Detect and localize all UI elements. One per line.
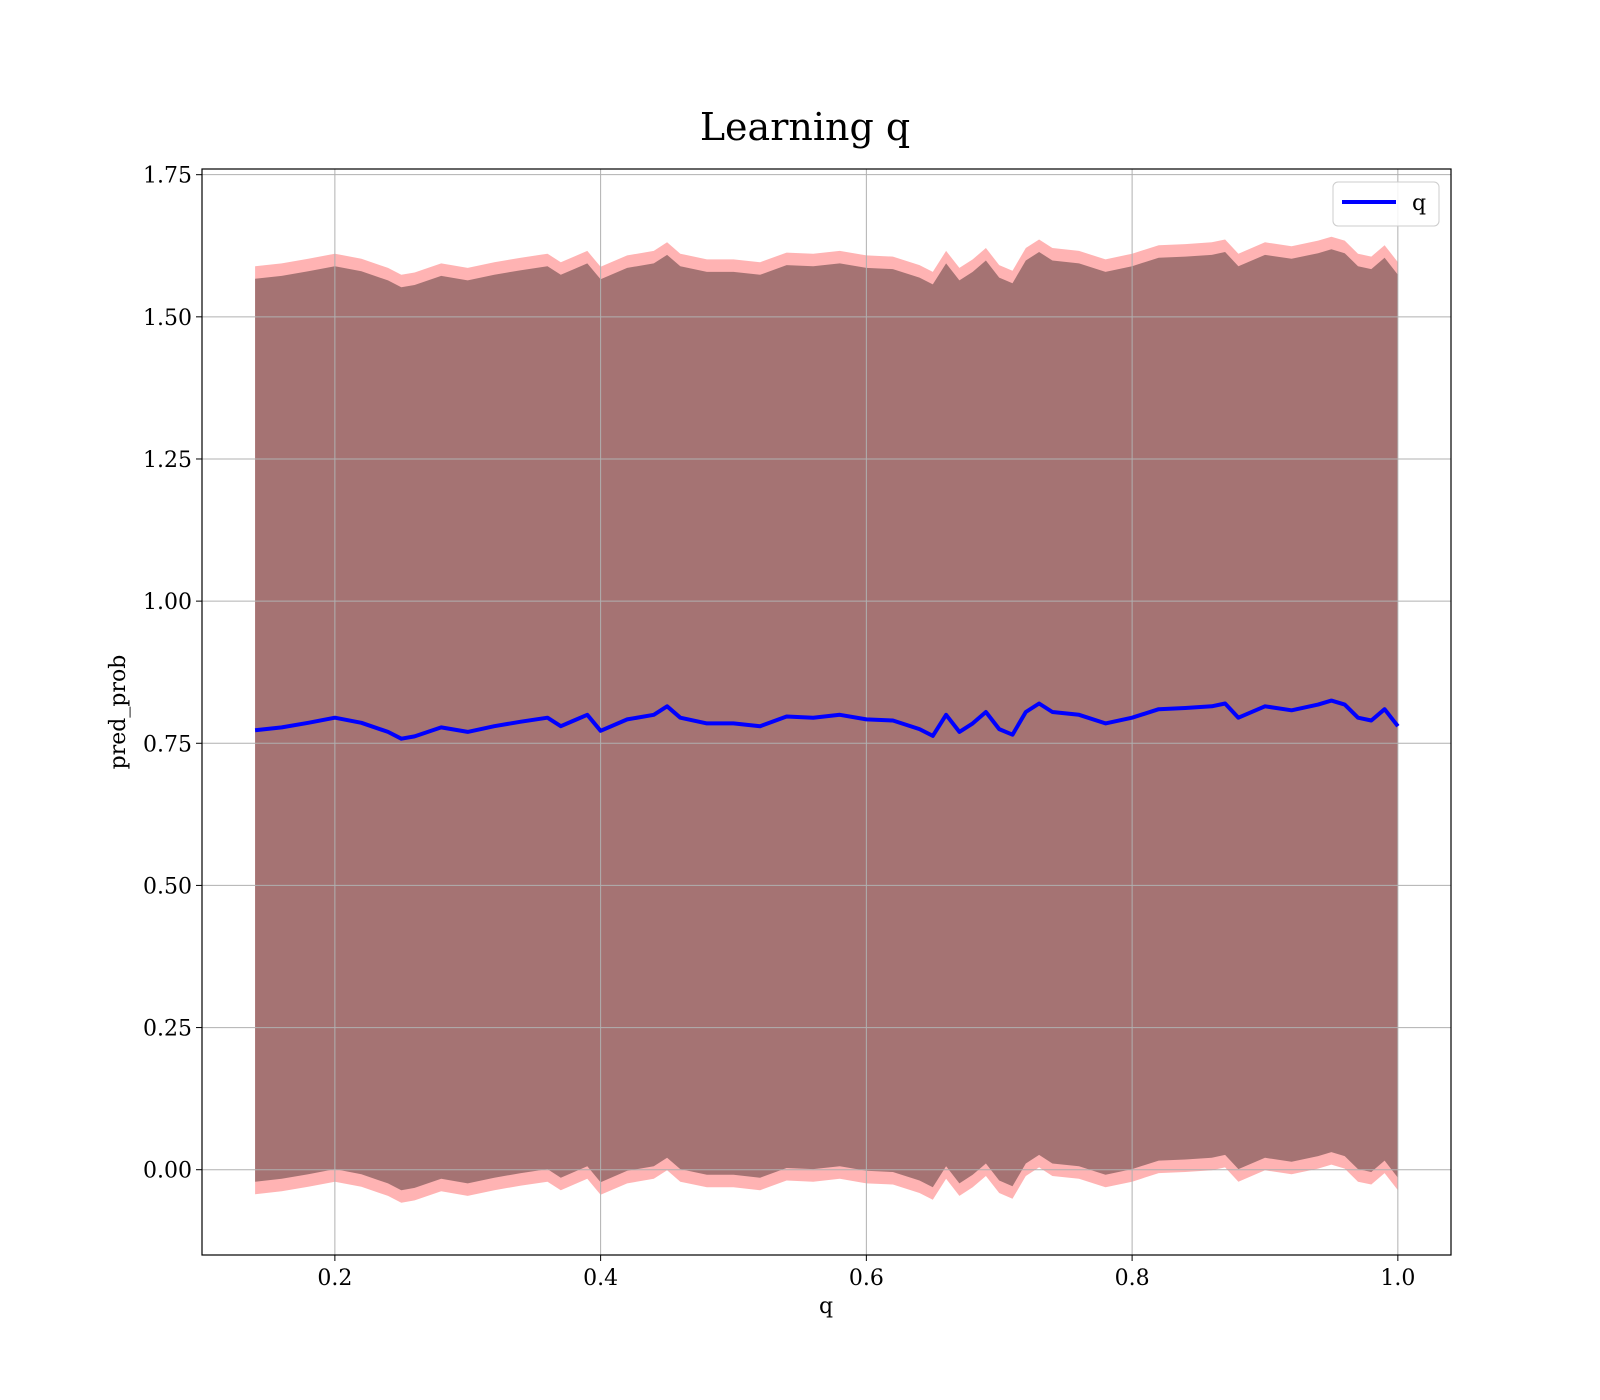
y-tick-label-4: 1.00	[143, 590, 192, 615]
legend-label: q	[1412, 191, 1426, 216]
series-lines	[254, 698, 1400, 741]
x-axis-title: q	[819, 1294, 833, 1319]
y-tick-label-0: 0.00	[143, 1159, 192, 1184]
y-tick-label-1: 0.25	[143, 1017, 192, 1042]
y-axis-title: pred_prob	[106, 655, 131, 770]
y-axis-ticks: 0.00 0.25 0.50 0.75 1.00 1.25 1.50 1.75	[143, 164, 202, 1184]
x-axis-ticks: 0.2 0.4 0.6 0.8 1.0	[317, 1255, 1415, 1291]
confidence-bands	[255, 236, 1398, 1203]
grid	[202, 169, 1451, 1255]
x-tick-label-2: 0.6	[849, 1266, 884, 1291]
legend: q	[1332, 181, 1440, 227]
y-tick-label-5: 1.25	[143, 448, 192, 473]
x-tick-label-0: 0.2	[317, 1266, 352, 1291]
x-tick-label-4: 1.0	[1380, 1266, 1415, 1291]
y-tick-label-7: 1.75	[143, 164, 192, 189]
y-tick-label-2: 0.50	[143, 874, 192, 899]
confidence-band-1	[255, 249, 1398, 1191]
y-tick-label-3: 0.75	[143, 732, 192, 757]
y-tick-label-6: 1.50	[143, 306, 192, 331]
chart-title: Learning q	[700, 105, 910, 149]
plot-frame	[201, 168, 1452, 1256]
x-tick-label-1: 0.4	[583, 1266, 618, 1291]
series-line-0	[254, 698, 1400, 741]
x-tick-label-3: 0.8	[1115, 1266, 1150, 1291]
